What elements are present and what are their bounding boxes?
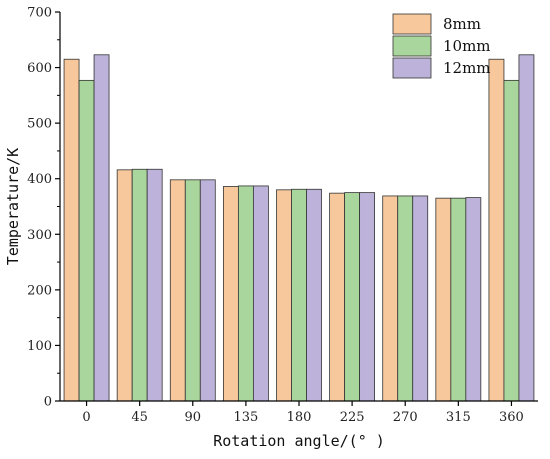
x-tick-label: 360 bbox=[499, 410, 524, 425]
bar-10mm-225 bbox=[344, 192, 361, 402]
bar-8mm-180 bbox=[276, 189, 292, 402]
bar-8mm-90 bbox=[169, 179, 186, 402]
y-tick-label: 0 bbox=[44, 395, 52, 410]
y-axis-label: Temperature/K bbox=[4, 148, 22, 265]
x-axis-label: Rotation angle/(° ) bbox=[213, 432, 385, 450]
x-tick-label: 0 bbox=[82, 410, 90, 425]
bar-10mm-90 bbox=[184, 179, 201, 402]
bar-8mm-225 bbox=[329, 192, 346, 402]
bar-12mm-90 bbox=[199, 179, 216, 402]
x-tick-label: 315 bbox=[446, 410, 471, 425]
bar-10mm-45 bbox=[131, 168, 148, 402]
bar-8mm-45 bbox=[116, 169, 133, 402]
bar-12mm-225 bbox=[359, 192, 376, 402]
bar-8mm-270 bbox=[382, 195, 399, 402]
bar-10mm-315 bbox=[450, 197, 467, 402]
x-tick-label: 45 bbox=[131, 410, 148, 425]
y-ticks: 0 100 200 300 400 500 600 700 bbox=[27, 6, 60, 410]
legend-label-10mm: 10mm bbox=[443, 37, 491, 55]
legend: 8mm 10mm 12mm bbox=[392, 13, 491, 79]
bar-12mm-135 bbox=[252, 185, 269, 402]
bar-12mm-315 bbox=[465, 197, 482, 402]
bar-8mm-360 bbox=[488, 58, 505, 402]
bar-12mm-180 bbox=[306, 188, 322, 402]
bar-12mm-45 bbox=[146, 168, 163, 402]
legend-swatch-10mm bbox=[392, 35, 432, 57]
bar-12mm-360 bbox=[518, 54, 535, 402]
bar-8mm-135 bbox=[222, 186, 239, 402]
x-tick-label: 180 bbox=[287, 410, 312, 425]
x-tick-label: 135 bbox=[233, 410, 258, 425]
bar-10mm-270 bbox=[397, 195, 414, 402]
bar-12mm-0 bbox=[93, 54, 110, 402]
bar-12mm-270 bbox=[412, 195, 429, 402]
legend-swatch-12mm bbox=[392, 57, 432, 79]
legend-label-8mm: 8mm bbox=[443, 15, 481, 33]
y-tick-label: 300 bbox=[27, 228, 52, 243]
bar-10mm-180 bbox=[291, 188, 307, 402]
bar-10mm-360 bbox=[503, 79, 520, 402]
x-tick-label: 90 bbox=[185, 410, 202, 425]
legend-label-12mm: 12mm bbox=[443, 59, 491, 77]
x-tick-label: 270 bbox=[393, 410, 418, 425]
x-tick-label: 225 bbox=[340, 410, 365, 425]
y-tick-label: 600 bbox=[27, 61, 52, 76]
bars-layer bbox=[63, 54, 535, 402]
y-tick-label: 700 bbox=[27, 6, 52, 21]
x-ticks: 0 45 90 135 180 225 270 315 360 bbox=[82, 401, 524, 425]
y-tick-label: 100 bbox=[27, 339, 52, 354]
y-tick-label: 500 bbox=[27, 117, 52, 132]
bar-10mm-135 bbox=[237, 185, 254, 402]
legend-swatch-8mm bbox=[392, 13, 432, 35]
bar-8mm-0 bbox=[63, 58, 80, 402]
y-tick-label: 200 bbox=[27, 283, 52, 298]
bar-10mm-0 bbox=[78, 79, 95, 402]
bar-8mm-315 bbox=[435, 197, 452, 402]
y-tick-label: 400 bbox=[27, 172, 52, 187]
